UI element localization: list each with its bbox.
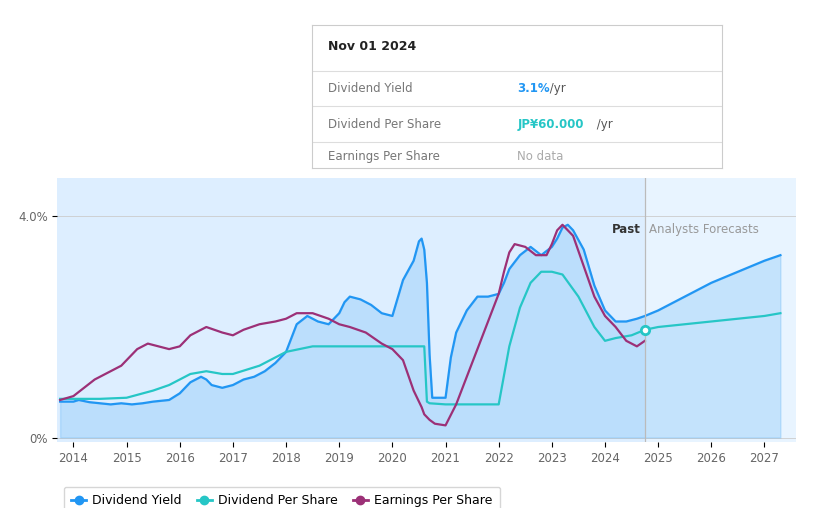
Text: JP¥60.000: JP¥60.000 (517, 118, 584, 131)
Text: Dividend Per Share: Dividend Per Share (328, 118, 442, 131)
Text: Dividend Yield: Dividend Yield (328, 82, 413, 95)
Text: 3.1%: 3.1% (517, 82, 550, 95)
Text: Analysts Forecasts: Analysts Forecasts (649, 223, 759, 236)
Text: Earnings Per Share: Earnings Per Share (328, 150, 440, 163)
Text: No data: No data (517, 150, 563, 163)
Bar (644, 178, 796, 442)
Text: /yr: /yr (594, 118, 613, 131)
Legend: Dividend Yield, Dividend Per Share, Earnings Per Share: Dividend Yield, Dividend Per Share, Earn… (64, 487, 500, 508)
Text: /yr: /yr (546, 82, 566, 95)
Text: Nov 01 2024: Nov 01 2024 (328, 40, 416, 53)
Text: Past: Past (612, 223, 640, 236)
